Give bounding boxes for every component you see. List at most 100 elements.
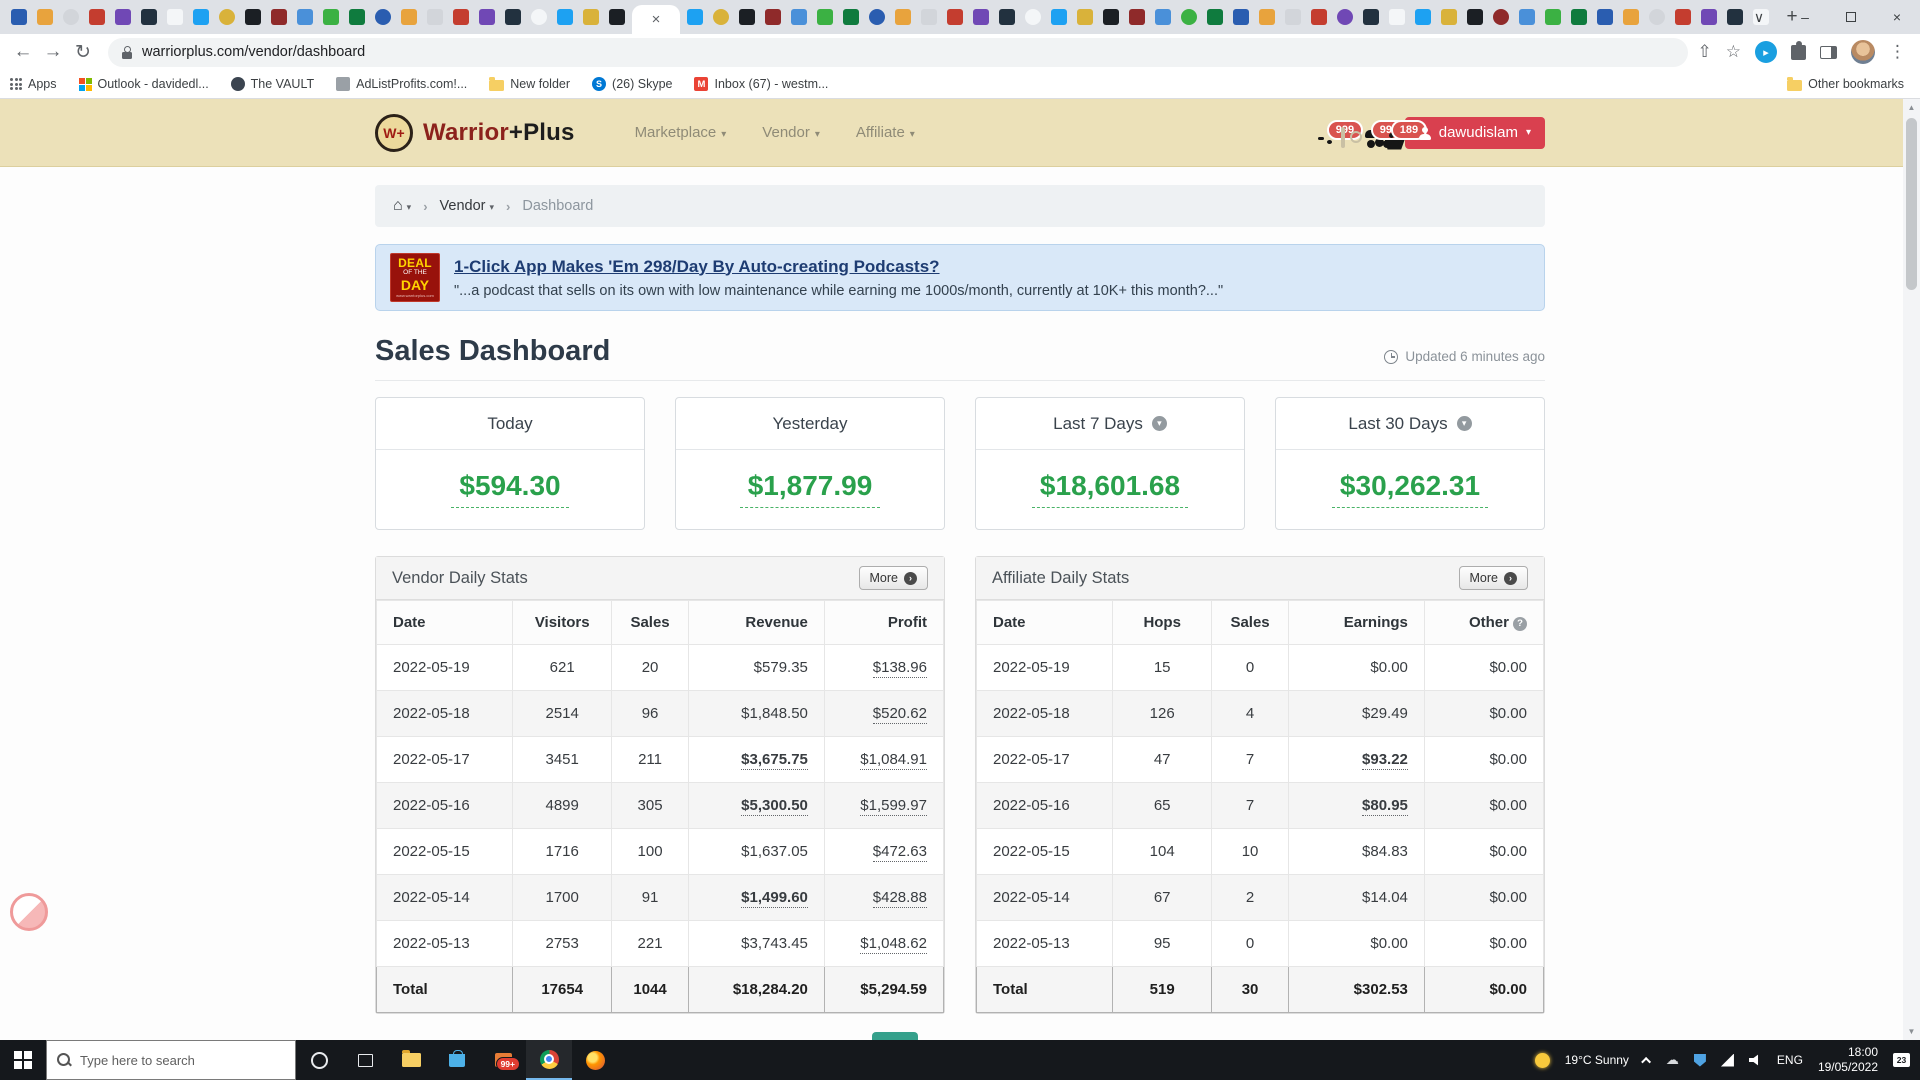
active-tab[interactable]: × bbox=[632, 5, 680, 34]
pinned-tab-favicon[interactable] bbox=[1077, 9, 1093, 25]
pinned-tab-favicon[interactable] bbox=[1259, 9, 1275, 25]
pinned-tab-favicon[interactable] bbox=[895, 9, 911, 25]
lock-icon[interactable] bbox=[122, 45, 132, 59]
pinned-tab-favicon[interactable] bbox=[1051, 9, 1067, 25]
start-button[interactable] bbox=[0, 1040, 46, 1080]
pinned-tab-favicon[interactable] bbox=[739, 9, 755, 25]
onedrive-cloud-icon[interactable]: ☁ bbox=[1665, 1052, 1679, 1067]
task-view-button[interactable] bbox=[342, 1040, 388, 1080]
stat-card-value[interactable]: $30,262.31 bbox=[1331, 470, 1489, 508]
pinned-tab-favicon[interactable] bbox=[167, 9, 183, 25]
scroll-up-icon[interactable]: ▲ bbox=[1907, 103, 1916, 112]
clock-date[interactable]: 18:00 19/05/2022 bbox=[1818, 1045, 1878, 1075]
pinned-tab-favicon[interactable] bbox=[297, 9, 313, 25]
cell-value[interactable]: $428.88 bbox=[872, 889, 927, 908]
nav-item-affiliate[interactable]: Affiliate ▾ bbox=[855, 124, 915, 141]
chevron-down-circle-icon[interactable]: ▾ bbox=[1456, 416, 1472, 431]
pinned-tab-favicon[interactable] bbox=[453, 9, 469, 25]
hidden-icons-chevron[interactable] bbox=[1641, 1056, 1651, 1067]
weather-text[interactable]: 19°C Sunny bbox=[1564, 1053, 1629, 1067]
pinned-tab-favicon[interactable] bbox=[973, 9, 989, 25]
stat-card-value[interactable]: $1,877.99 bbox=[739, 470, 881, 508]
pinned-tab-favicon[interactable] bbox=[1545, 9, 1561, 25]
help-icon[interactable]: ? bbox=[1513, 616, 1527, 631]
pinned-tab-favicon[interactable] bbox=[1597, 9, 1613, 25]
vendor-more-button[interactable]: More › bbox=[858, 566, 928, 590]
taskbar-search[interactable]: Type here to search bbox=[46, 1040, 296, 1080]
minimize-button[interactable]: – bbox=[1801, 9, 1809, 25]
pinned-tab-favicon[interactable] bbox=[219, 9, 235, 25]
pinned-tab-favicon[interactable] bbox=[1415, 9, 1431, 25]
pinned-tab-favicon[interactable] bbox=[1649, 9, 1665, 25]
pinned-tab-favicon[interactable] bbox=[765, 9, 781, 25]
pinned-tab-favicon[interactable] bbox=[947, 9, 963, 25]
home-icon[interactable]: ⌂ ▾ bbox=[393, 197, 412, 214]
action-center-icon[interactable]: 23 bbox=[1893, 1053, 1910, 1067]
pinned-tab-favicon[interactable] bbox=[1441, 9, 1457, 25]
pinned-tab-favicon[interactable] bbox=[817, 9, 833, 25]
pinned-tab-favicon[interactable] bbox=[791, 9, 807, 25]
scrollbar-thumb[interactable] bbox=[1906, 118, 1917, 290]
pinned-tab-favicon[interactable] bbox=[193, 9, 209, 25]
mail-button[interactable]: 99+ bbox=[480, 1040, 526, 1080]
deal-badge[interactable]: DEAL OF THE DAY www.warriorplus.com bbox=[390, 253, 440, 302]
network-icon[interactable] bbox=[1720, 1053, 1734, 1067]
bookmark-item[interactable]: Outlook - davidedl... bbox=[78, 77, 209, 91]
pinned-tab-favicon[interactable] bbox=[1155, 9, 1171, 25]
weather-sun-icon[interactable] bbox=[1534, 1052, 1550, 1068]
cell-value[interactable]: $520.62 bbox=[872, 705, 927, 724]
pinned-tab-favicon[interactable] bbox=[557, 9, 573, 25]
pinned-tab-favicon[interactable] bbox=[1727, 9, 1743, 25]
tab-close-icon[interactable]: × bbox=[651, 11, 661, 28]
address-bar[interactable]: warriorplus.com/vendor/dashboard bbox=[108, 37, 1688, 67]
share-icon[interactable]: ⇧ bbox=[1697, 42, 1712, 61]
firefox-button[interactable] bbox=[572, 1040, 618, 1080]
pinned-tab-favicon[interactable] bbox=[245, 9, 261, 25]
chrome-button[interactable] bbox=[526, 1040, 572, 1080]
cell-value[interactable]: $138.96 bbox=[872, 659, 927, 678]
tab-search-icon[interactable]: ∨ bbox=[1753, 8, 1765, 25]
brand-name[interactable]: Warrior+Plus bbox=[423, 118, 575, 146]
bookmark-star-icon[interactable]: ☆ bbox=[1725, 42, 1741, 61]
other-bookmarks[interactable]: Other bookmarks bbox=[1787, 76, 1904, 91]
deal-title-link[interactable]: 1-Click App Makes 'Em 298/Day By Auto-cr… bbox=[454, 256, 940, 276]
nav-item-marketplace[interactable]: Marketplace ▾ bbox=[634, 124, 727, 141]
cell-value[interactable]: $1,599.97 bbox=[860, 797, 927, 816]
pinned-tab-favicon[interactable] bbox=[1311, 9, 1327, 25]
pinned-tab-favicon[interactable] bbox=[1207, 9, 1223, 25]
sales-button[interactable] bbox=[1340, 119, 1345, 148]
pinned-tab-favicon[interactable] bbox=[921, 9, 937, 25]
pinned-tab-favicon[interactable] bbox=[1467, 9, 1483, 25]
page-scrollbar[interactable]: ▲ ▼ bbox=[1903, 99, 1920, 1040]
pinned-tab-favicon[interactable] bbox=[1389, 9, 1405, 25]
floating-widget[interactable] bbox=[10, 893, 48, 931]
bookmark-item[interactable]: New folder bbox=[489, 76, 570, 91]
pinned-tab-favicon[interactable] bbox=[531, 9, 547, 25]
pinned-tab-favicon[interactable] bbox=[37, 9, 53, 25]
bookmark-item[interactable]: M Inbox (67) - westm... bbox=[694, 77, 828, 91]
sidebar-icon[interactable] bbox=[1820, 45, 1837, 59]
pinned-tab-favicon[interactable] bbox=[479, 9, 495, 25]
pinned-tab-favicon[interactable] bbox=[1025, 9, 1041, 25]
pinned-tab-favicon[interactable] bbox=[323, 9, 339, 25]
pinned-tab-favicon[interactable] bbox=[89, 9, 105, 25]
pinned-tab-favicon[interactable] bbox=[1675, 9, 1691, 25]
pinned-tab-favicon[interactable] bbox=[713, 9, 729, 25]
pinned-tab-favicon[interactable] bbox=[1701, 9, 1717, 25]
pinned-tab-favicon[interactable] bbox=[1181, 9, 1197, 25]
pinned-tab-favicon[interactable] bbox=[63, 9, 79, 25]
pinned-tab-favicon[interactable] bbox=[505, 9, 521, 25]
user-menu-button[interactable]: dawudislam ▾ bbox=[1404, 116, 1545, 149]
back-button[interactable]: ← bbox=[13, 41, 33, 62]
pinned-tab-favicon[interactable] bbox=[115, 9, 131, 25]
pinned-tab-favicon[interactable] bbox=[401, 9, 417, 25]
pinned-tab-favicon[interactable] bbox=[375, 9, 391, 25]
pinned-tab-favicon[interactable] bbox=[427, 9, 443, 25]
bookmark-item[interactable]: AdListProfits.com!... bbox=[336, 77, 467, 91]
security-shield-icon[interactable] bbox=[1693, 1053, 1706, 1067]
pinned-tab-favicon[interactable] bbox=[1519, 9, 1535, 25]
forward-button[interactable]: → bbox=[43, 41, 63, 62]
cell-value[interactable]: $5,300.50 bbox=[741, 797, 808, 816]
pinned-tab-favicon[interactable] bbox=[999, 9, 1015, 25]
pinned-tab-favicon[interactable] bbox=[271, 9, 287, 25]
